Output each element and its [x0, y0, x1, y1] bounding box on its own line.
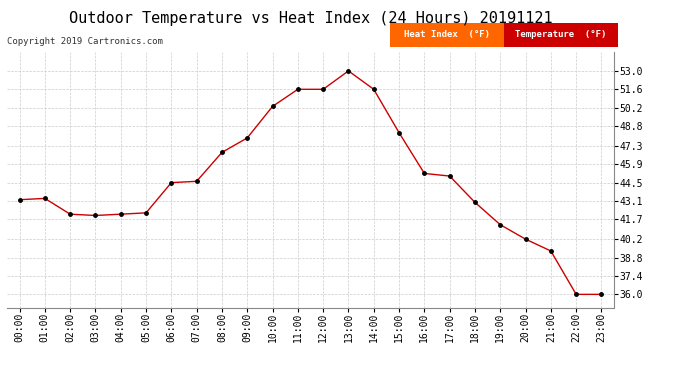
Text: Temperature  (°F): Temperature (°F) [515, 30, 607, 39]
Text: Heat Index  (°F): Heat Index (°F) [404, 30, 490, 39]
Text: Copyright 2019 Cartronics.com: Copyright 2019 Cartronics.com [7, 38, 163, 46]
Text: Outdoor Temperature vs Heat Index (24 Hours) 20191121: Outdoor Temperature vs Heat Index (24 Ho… [69, 11, 552, 26]
